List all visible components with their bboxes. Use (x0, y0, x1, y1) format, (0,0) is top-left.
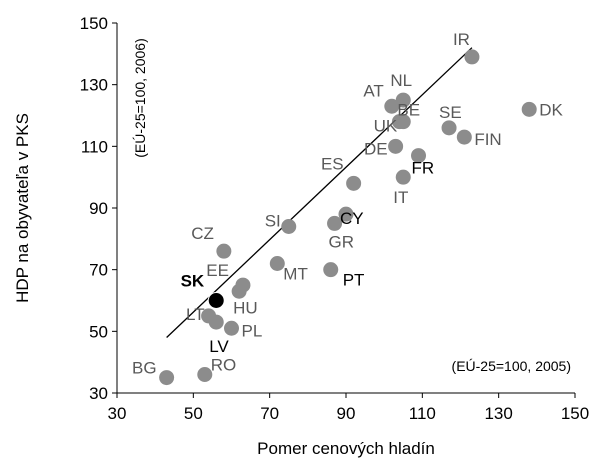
x-axis-title: Pomer cenových hladín (257, 439, 435, 458)
y-tick-label: 50 (89, 322, 108, 341)
point-es (346, 175, 362, 191)
label-gr: GR (329, 232, 355, 251)
point-sk (207, 292, 225, 309)
y-tick-label: 130 (80, 76, 108, 95)
point-lv (208, 314, 224, 330)
point-bg (159, 370, 175, 386)
x-tick-label: 90 (337, 404, 356, 423)
point-mt (269, 256, 285, 271)
label-fr: FR (412, 159, 435, 178)
x-tick-label: 50 (184, 404, 203, 423)
x-note: (EÚ-25=100, 2005) (452, 358, 571, 374)
label-ee: EE (206, 261, 229, 280)
point-si (281, 219, 297, 234)
y-tick-label: 90 (89, 199, 108, 218)
point-at (384, 98, 400, 114)
point-fin (456, 129, 472, 145)
point-uk (395, 114, 411, 130)
point-ir (464, 49, 480, 65)
point-it (395, 169, 411, 185)
label-at: AT (363, 81, 383, 100)
point-dk (521, 101, 537, 117)
x-tick-label: 130 (484, 404, 512, 423)
x-tick-label: 30 (108, 404, 127, 423)
x-tick-label: 150 (561, 404, 589, 423)
label-hu: HU (233, 298, 258, 317)
trendline-group (166, 47, 473, 338)
x-tick-label: 110 (409, 404, 436, 423)
points-group (159, 49, 537, 386)
label-bg: BG (132, 359, 157, 378)
point-gr (327, 215, 343, 231)
trendline (166, 47, 473, 338)
point-nl (395, 92, 411, 108)
label-it: IT (393, 188, 408, 207)
point-pt (323, 262, 339, 278)
label-de: DE (364, 139, 388, 158)
label-lt: LT (186, 305, 205, 324)
label-cz: CZ (191, 224, 214, 243)
label-se: SE (439, 103, 462, 122)
point-hu (231, 283, 247, 299)
label-pl: PL (242, 321, 263, 340)
label-cy: CY (340, 209, 364, 228)
y-tick-label: 30 (89, 384, 108, 403)
label-pt: PT (343, 271, 365, 290)
point-ro (197, 367, 213, 382)
point-cz (216, 243, 232, 259)
label-es: ES (321, 154, 344, 173)
label-mt: MT (283, 265, 308, 284)
label-ir: IR (453, 30, 470, 49)
point-se (441, 120, 457, 136)
y-axis-title: HDP na obyvateľa v PKS (13, 113, 32, 303)
label-dk: DK (539, 100, 563, 119)
label-be: BE (397, 101, 420, 120)
label-sk: SK (181, 272, 205, 291)
y-tick-label: 110 (81, 137, 108, 156)
label-si: SI (265, 212, 281, 231)
axes: 30 50 70 90 110 130 150 30 50 70 90 110 130 150 (80, 14, 590, 423)
label-uk: UK (374, 117, 398, 136)
label-fin: FIN (474, 130, 501, 149)
point-fr (411, 148, 427, 164)
label-nl: NL (390, 71, 412, 90)
y-tick-label: 150 (80, 14, 108, 33)
label-ro: RO (211, 356, 237, 375)
point-pl (224, 320, 239, 336)
x-tick-label: 70 (260, 404, 279, 423)
point-cy (338, 206, 354, 222)
y-tick-label: 70 (89, 261, 108, 280)
y-note: (EÚ-25=100, 2006) (132, 38, 148, 157)
label-lv: LV (209, 337, 229, 356)
point-de (388, 138, 404, 154)
